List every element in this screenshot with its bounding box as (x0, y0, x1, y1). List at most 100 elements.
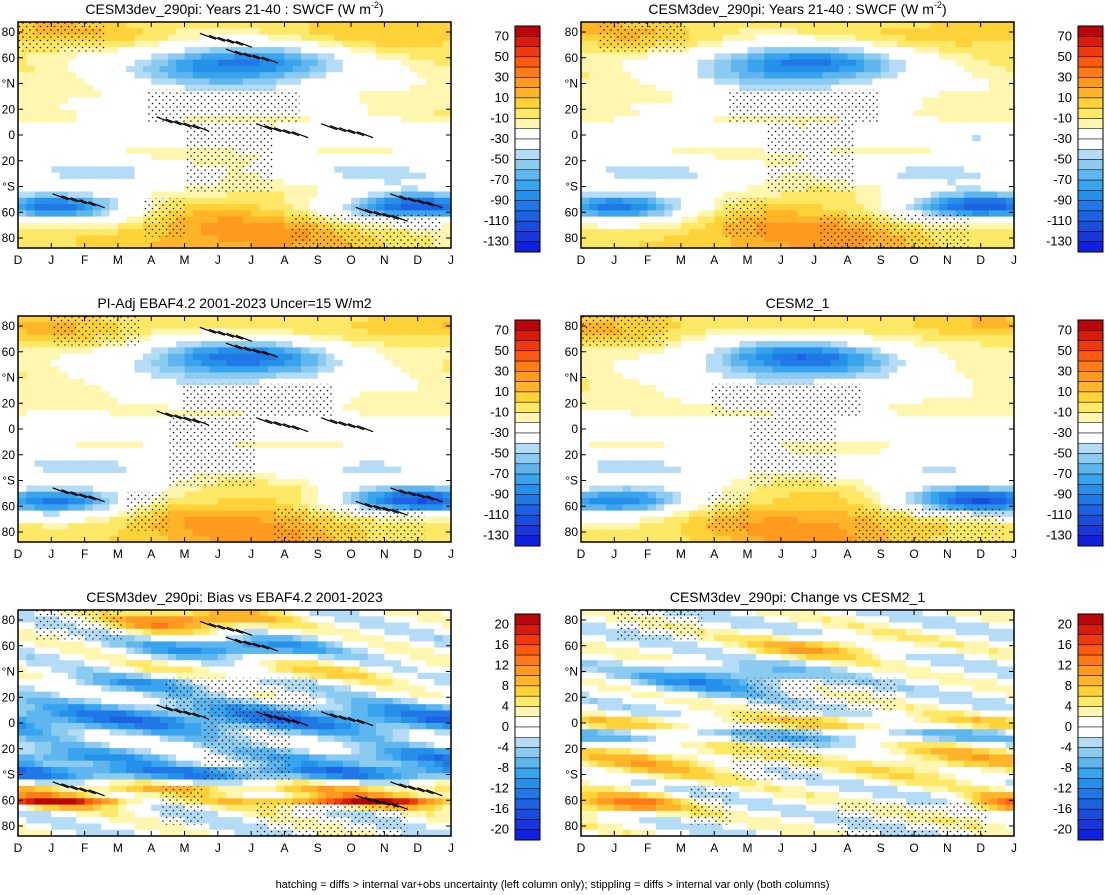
heatmap-cell (242, 59, 252, 67)
heatmap-cell (134, 103, 144, 111)
heatmap-cell (267, 197, 277, 205)
heatmap-cell (764, 40, 774, 48)
heatmap-cell (426, 178, 435, 186)
heatmap-cell (276, 40, 286, 48)
heatmap-cell (647, 166, 657, 174)
heatmap-cell (126, 47, 136, 54)
heatmap-cell (622, 197, 632, 205)
heatmap-cell (930, 91, 940, 98)
heatmap-cell (309, 103, 319, 111)
heatmap-cell (309, 122, 319, 130)
heatmap-cell (84, 72, 94, 80)
heatmap-cell (92, 185, 102, 193)
heatmap-cell (930, 135, 940, 142)
heatmap-cell (84, 216, 94, 224)
heatmap-cell (409, 178, 419, 186)
heatmap-cell (714, 53, 724, 61)
heatmap-cell (326, 72, 336, 80)
heatmap-cell (914, 72, 924, 80)
heatmap-cell (76, 166, 86, 174)
heatmap-cell (930, 185, 940, 193)
heatmap-cell (442, 222, 452, 230)
x-tick-label: M (113, 253, 123, 267)
heatmap-cell (34, 172, 44, 180)
heatmap-cell (309, 153, 319, 161)
heatmap-cell (18, 229, 27, 237)
heatmap-cell (417, 204, 427, 211)
heatmap-cell (234, 498, 244, 505)
hatch-line (208, 34, 226, 42)
heatmap-cell (42, 160, 52, 167)
heatmap-cell (26, 59, 36, 67)
y-tick-label: 80 (2, 25, 16, 39)
heatmap-cell (939, 84, 948, 92)
heatmap-cell (426, 91, 435, 98)
heatmap-cell (134, 241, 144, 249)
heatmap-cell (384, 204, 394, 211)
heatmap-cell (939, 166, 948, 174)
heatmap-cell (26, 328, 36, 336)
heatmap-cell (134, 40, 144, 48)
heatmap-cell (739, 122, 749, 130)
heatmap-cell (334, 59, 344, 67)
heatmap-cell (167, 84, 177, 92)
heatmap-cell (276, 216, 286, 224)
heatmap-cell (392, 128, 402, 136)
heatmap-cell (209, 191, 219, 199)
heatmap-cell (639, 185, 649, 193)
heatmap-cell (630, 78, 640, 86)
heatmap-cell (92, 353, 102, 361)
hatch-line (338, 127, 356, 135)
heatmap-cell (226, 504, 236, 512)
heatmap-cell (251, 210, 261, 218)
heatmap-cell (51, 229, 61, 237)
heatmap-cell (914, 84, 924, 92)
heatmap-cell (772, 22, 782, 29)
heatmap-cell (26, 504, 36, 512)
heatmap-cell (126, 472, 136, 480)
heatmap-cell (117, 109, 127, 117)
heatmap-cell (822, 53, 832, 61)
heatmap-cell (655, 122, 665, 130)
heatmap-cell (1005, 153, 1015, 161)
heatmap-cell (159, 59, 169, 67)
heatmap-cell (18, 447, 27, 455)
heatmap-cell (747, 40, 757, 48)
heatmap-cell (839, 72, 849, 80)
heatmap-cell (134, 91, 144, 98)
heatmap-cell (301, 53, 311, 61)
heatmap-cell (51, 466, 61, 474)
heatmap-cell (805, 47, 815, 54)
heatmap-cell (697, 40, 707, 48)
heatmap-cell (284, 84, 294, 92)
heatmap-cell (342, 147, 352, 155)
heatmap-cell (351, 84, 361, 92)
heatmap-cell (655, 222, 665, 230)
heatmap-cell (872, 65, 882, 73)
hatch-line (273, 127, 291, 135)
heatmap-cell (126, 529, 136, 537)
heatmap-cell (426, 47, 435, 54)
x-tick-label: F (644, 253, 651, 267)
heatmap-cell (972, 147, 982, 155)
heatmap-cell (714, 204, 724, 211)
heatmap-cell (142, 334, 152, 342)
heatmap-cell (226, 322, 236, 330)
heatmap-cell (18, 504, 27, 512)
hatch-line (399, 195, 416, 203)
heatmap-cell (864, 122, 874, 130)
heatmap-cell (972, 222, 982, 230)
heatmap-cell (442, 59, 452, 67)
heatmap-cell (301, 204, 311, 211)
heatmap-cell (67, 204, 77, 211)
heatmap-cell (939, 65, 948, 73)
heatmap-cell (276, 22, 286, 29)
heatmap-cell (242, 328, 252, 336)
heatmap-cell (689, 160, 699, 167)
heatmap-cell (922, 160, 932, 167)
heatmap-cell (201, 359, 211, 367)
heatmap-cell (142, 316, 152, 323)
heatmap-cell (384, 84, 394, 92)
heatmap-cell (680, 59, 690, 67)
heatmap-cell (292, 197, 302, 205)
